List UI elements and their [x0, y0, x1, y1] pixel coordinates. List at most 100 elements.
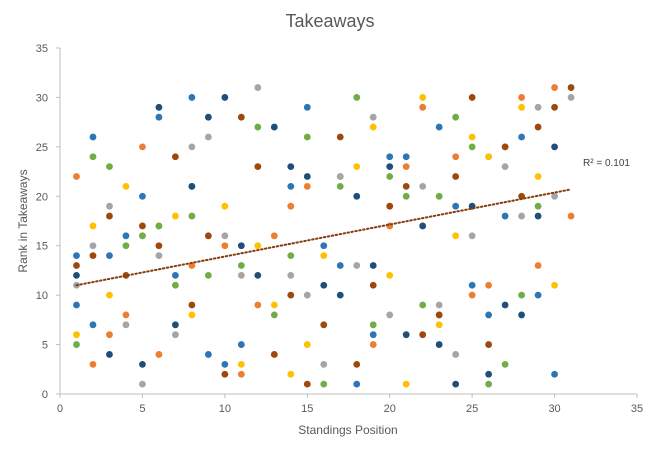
data-point [89, 133, 97, 141]
data-point [369, 281, 377, 289]
data-point [518, 311, 525, 319]
data-point [485, 281, 493, 289]
data-point [468, 133, 476, 141]
trendline-group: R² = 0.101 [75, 158, 630, 287]
data-point [254, 242, 262, 250]
data-point [270, 232, 278, 240]
data-point [468, 143, 476, 151]
data-point [518, 291, 525, 299]
x-axis-title: Standings Position [298, 423, 397, 437]
data-points [73, 84, 575, 388]
data-point [139, 222, 146, 230]
data-point [468, 291, 476, 299]
data-point [551, 281, 558, 289]
data-point [386, 173, 394, 180]
data-point [336, 173, 344, 180]
data-point [155, 252, 163, 259]
data-point [287, 370, 295, 378]
x-tick-label: 30 [548, 403, 560, 415]
data-point [106, 331, 113, 339]
data-point [254, 123, 262, 131]
x-tick-label: 15 [301, 403, 313, 415]
data-point [155, 222, 163, 230]
data-point [89, 222, 97, 230]
data-point [353, 360, 361, 368]
data-point [303, 341, 311, 348]
data-point [172, 321, 179, 329]
data-point [485, 370, 493, 378]
data-point [320, 380, 328, 388]
data-point [551, 84, 558, 91]
data-point [89, 360, 97, 368]
data-point [237, 370, 245, 378]
data-point [73, 271, 80, 279]
data-point [106, 351, 113, 358]
data-point [221, 360, 229, 368]
data-point [320, 242, 328, 250]
data-point [237, 113, 245, 121]
data-point [139, 192, 146, 200]
data-point [402, 163, 410, 171]
data-point [89, 242, 97, 250]
data-point [155, 103, 163, 111]
data-point [221, 242, 229, 250]
data-point [435, 311, 443, 319]
data-point [221, 370, 229, 378]
y-axis: 0 5 10 15 20 25 30 35 [36, 43, 61, 401]
data-point [386, 202, 394, 210]
y-tick-label: 10 [36, 290, 48, 302]
data-point [320, 281, 328, 289]
data-point [270, 351, 278, 358]
data-point [122, 242, 130, 250]
data-point [188, 183, 196, 190]
data-point [204, 232, 212, 240]
series-5 [73, 94, 542, 388]
data-point [435, 321, 443, 329]
data-point [353, 380, 361, 388]
data-point [122, 311, 130, 319]
data-point [89, 153, 97, 161]
data-point [270, 123, 278, 131]
data-point [567, 212, 575, 220]
data-point [320, 321, 328, 329]
data-point [172, 212, 179, 220]
data-point [287, 291, 295, 299]
data-point [534, 262, 542, 269]
data-point [435, 301, 443, 309]
data-point [402, 380, 410, 388]
data-point [188, 212, 196, 220]
data-point [139, 143, 146, 151]
data-point [237, 262, 245, 269]
data-point [518, 133, 525, 141]
data-point [551, 370, 558, 378]
data-point [419, 331, 427, 339]
data-point [402, 183, 410, 190]
data-point [468, 281, 476, 289]
data-point [270, 311, 278, 319]
x-tick-label: 25 [466, 403, 478, 415]
data-point [369, 113, 377, 121]
data-point [122, 321, 130, 329]
data-point [369, 123, 377, 131]
data-point [518, 103, 525, 111]
data-point [237, 341, 245, 348]
y-tick-label: 5 [42, 340, 48, 352]
data-point [369, 341, 377, 348]
data-point [89, 252, 97, 259]
data-point [254, 163, 262, 171]
data-point [303, 103, 311, 111]
data-point [501, 163, 509, 171]
data-point [287, 202, 295, 210]
data-point [369, 321, 377, 329]
data-point [73, 173, 80, 180]
data-point [188, 143, 196, 151]
data-point [172, 153, 179, 161]
data-point [221, 94, 229, 101]
x-tick-label: 20 [384, 403, 396, 415]
y-tick-label: 20 [36, 191, 48, 203]
data-point [139, 360, 146, 368]
data-point [188, 311, 196, 319]
x-tick-label: 35 [631, 403, 643, 415]
data-point [353, 94, 361, 101]
data-point [369, 331, 377, 339]
